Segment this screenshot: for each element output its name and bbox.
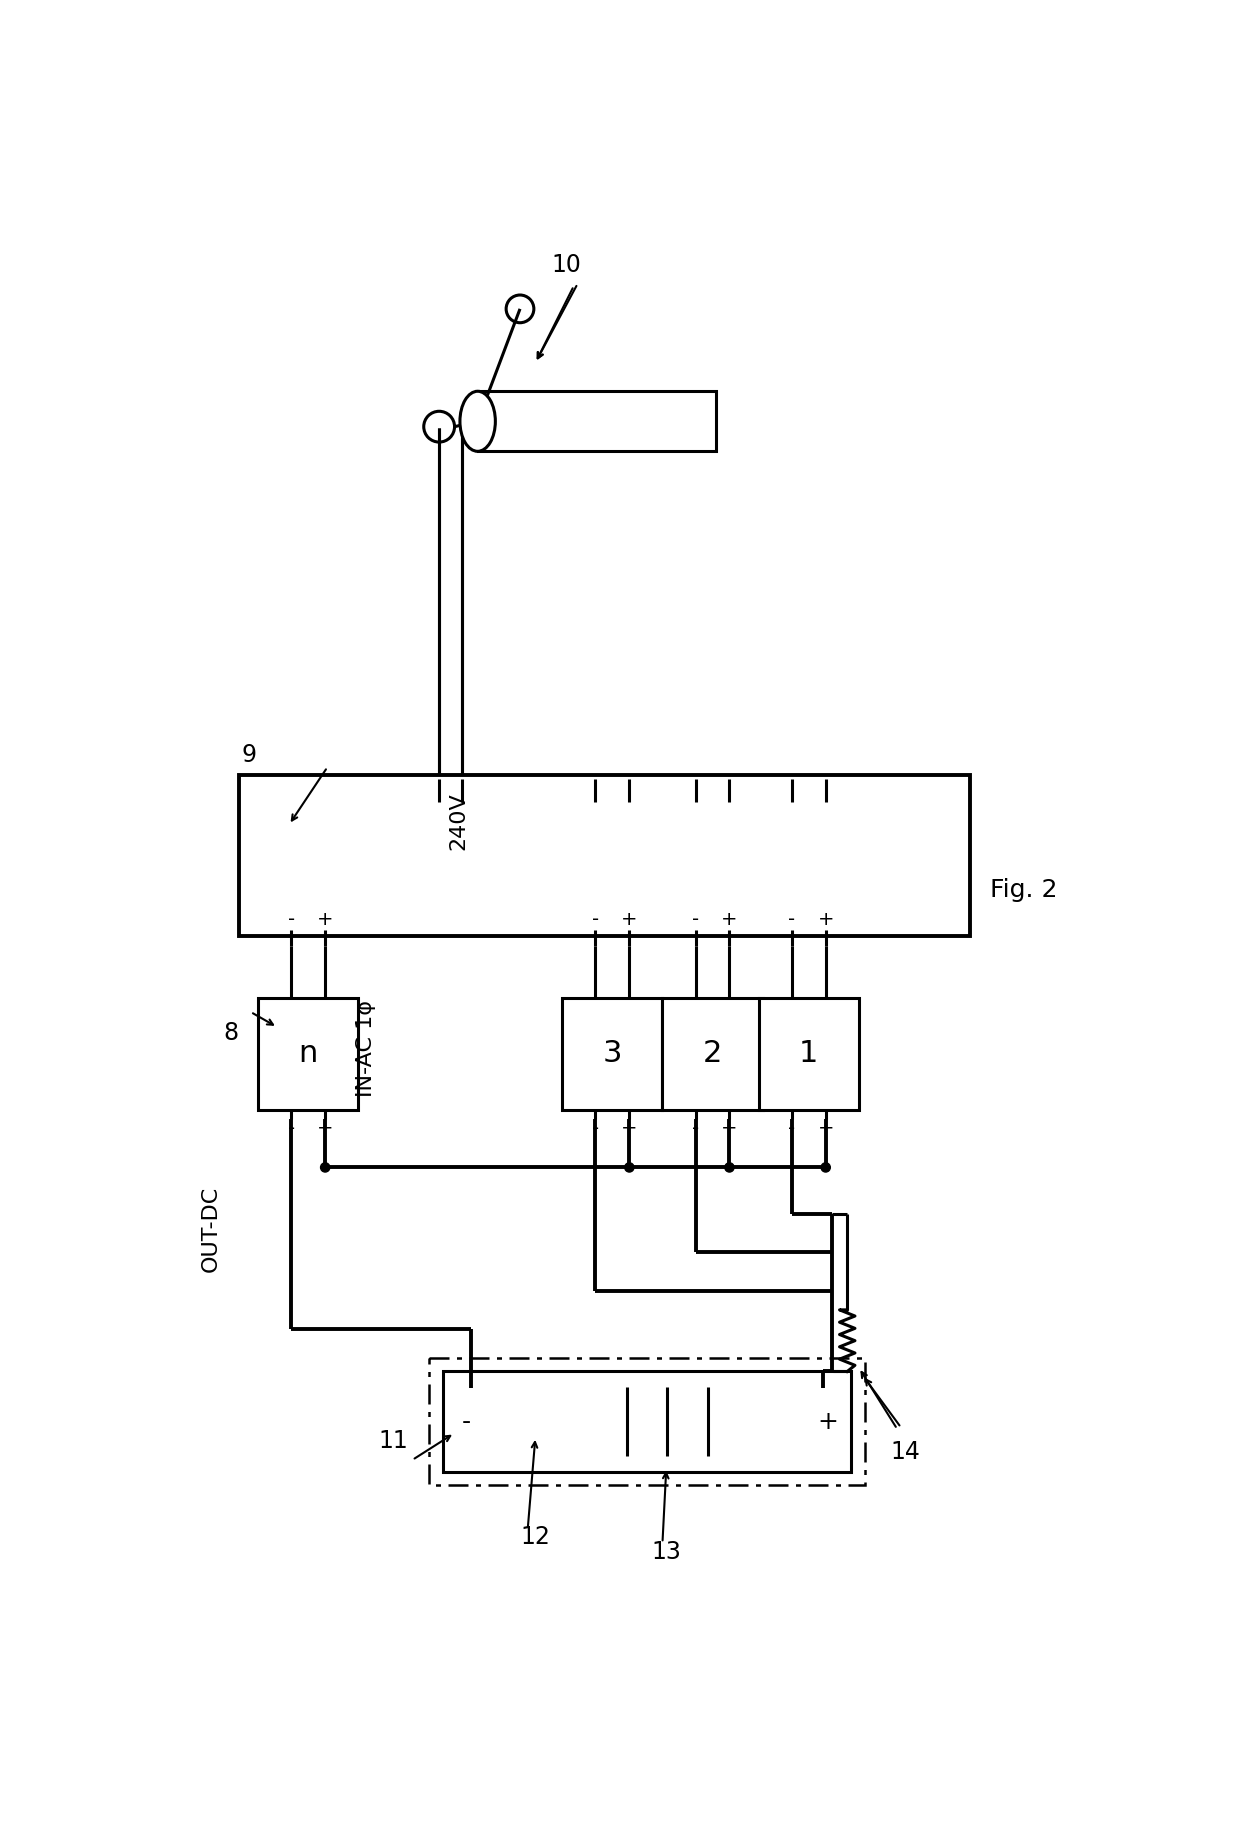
Text: -: - [288,1118,295,1138]
Text: +: + [817,1118,835,1138]
Text: 240V: 240V [449,791,469,850]
Text: -: - [692,911,699,929]
Bar [477,391,717,452]
Text: IN-AC 1φ: IN-AC 1φ [356,999,376,1096]
Text: OUT-DC: OUT-DC [201,1186,221,1272]
Text: -: - [692,1118,699,1138]
Text: +: + [317,911,334,929]
Bar [662,999,763,1109]
Bar [429,1357,866,1485]
Text: -: - [288,911,295,929]
Text: -: - [591,911,599,929]
Text: +: + [317,1118,334,1138]
Bar [759,999,859,1109]
Text: 11: 11 [378,1428,408,1452]
Bar [443,1371,851,1472]
Circle shape [321,1162,330,1171]
Text: 14: 14 [890,1439,920,1465]
Circle shape [725,1162,734,1171]
Circle shape [821,1162,831,1171]
Text: n: n [299,1039,317,1069]
Text: 12: 12 [521,1526,551,1550]
Text: 1: 1 [799,1039,818,1069]
Bar [258,999,358,1109]
Bar [563,999,662,1109]
Text: 9: 9 [242,744,257,767]
Ellipse shape [460,391,495,452]
Text: 2: 2 [703,1039,722,1069]
Text: +: + [817,911,835,929]
Text: -: - [461,1410,471,1434]
Text: +: + [621,1118,637,1138]
Circle shape [625,1162,634,1171]
Text: 13: 13 [651,1540,681,1564]
Text: Fig. 2: Fig. 2 [990,878,1058,901]
Text: -: - [591,1118,599,1138]
Text: +: + [621,911,637,929]
Text: +: + [817,1410,838,1434]
Text: -: - [789,911,795,929]
Text: 10: 10 [552,253,582,277]
Text: -: - [789,1118,795,1138]
Bar [239,775,971,936]
Text: +: + [722,911,738,929]
Text: 3: 3 [603,1039,622,1069]
Text: 8: 8 [223,1021,239,1045]
Text: +: + [722,1118,738,1138]
